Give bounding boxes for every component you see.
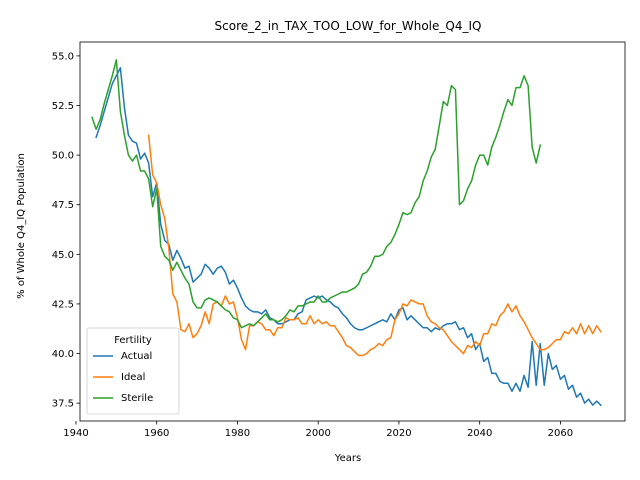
- x-tick-label: 1980: [225, 428, 250, 439]
- y-tick-label: 52.5: [52, 101, 74, 112]
- legend-entry-actual: Actual: [121, 351, 152, 362]
- y-tick-label: 42.5: [52, 299, 74, 310]
- y-tick-label: 45.0: [52, 250, 74, 261]
- x-tick-label: 2020: [386, 428, 411, 439]
- legend-title: Fertility: [114, 335, 152, 346]
- series-line-sterile: [91, 59, 542, 329]
- series-line-ideal: [147, 134, 602, 357]
- chart-title: Score_2_in_TAX_TOO_LOW_for_Whole_Q4_IQ: [215, 19, 482, 33]
- y-tick-label: 50.0: [52, 151, 74, 162]
- y-axis-ticks: 37.5 40.0 42.5 45.0 47.5 50.0 52.5 55.0: [52, 51, 80, 410]
- legend: Fertility Actual Ideal Sterile: [86, 327, 180, 415]
- y-axis-label: % of Whole Q4_IQ Population: [16, 153, 27, 299]
- x-tick-label: 2000: [305, 428, 330, 439]
- legend-box: [86, 327, 180, 415]
- legend-entry-ideal: Ideal: [121, 372, 145, 383]
- y-tick-label: 47.5: [52, 200, 74, 211]
- series-line-actual: [95, 67, 602, 407]
- y-tick-label: 40.0: [52, 349, 74, 360]
- legend-entry-sterile: Sterile: [121, 393, 153, 404]
- plot-lines: [91, 59, 602, 407]
- x-axis-label: Years: [334, 453, 361, 464]
- x-tick-label: 1940: [63, 428, 88, 439]
- x-tick-label: 2060: [548, 428, 573, 439]
- y-tick-label: 55.0: [52, 51, 74, 62]
- x-tick-label: 1960: [144, 428, 169, 439]
- x-tick-label: 2040: [467, 428, 492, 439]
- plot-frame: [79, 41, 626, 422]
- y-tick-label: 37.5: [52, 399, 74, 410]
- x-axis-ticks: 1940 1960 1980 2000 2020 2040 2060: [63, 421, 573, 439]
